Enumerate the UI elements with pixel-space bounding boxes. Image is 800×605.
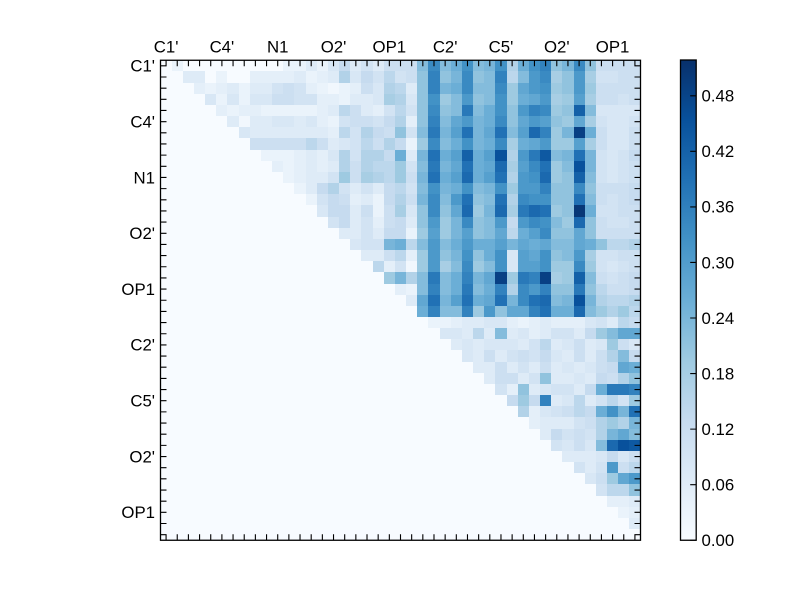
- svg-text:N1: N1: [267, 38, 288, 57]
- svg-text:OP1: OP1: [121, 503, 155, 522]
- svg-text:0.12: 0.12: [702, 420, 735, 439]
- svg-text:0.18: 0.18: [702, 364, 735, 383]
- svg-text:0.48: 0.48: [702, 87, 735, 106]
- svg-text:0.00: 0.00: [702, 531, 735, 550]
- svg-text:O2': O2': [129, 224, 155, 243]
- svg-text:0.36: 0.36: [702, 198, 735, 217]
- svg-text:O2': O2': [129, 447, 155, 466]
- svg-text:OP1: OP1: [373, 38, 407, 57]
- svg-text:C2': C2': [130, 336, 155, 355]
- svg-text:0.24: 0.24: [702, 309, 735, 328]
- svg-text:C5': C5': [489, 38, 514, 57]
- svg-text:OP1: OP1: [121, 280, 155, 299]
- svg-text:C4': C4': [130, 112, 155, 131]
- svg-text:0.30: 0.30: [702, 253, 735, 272]
- svg-text:C5': C5': [130, 392, 155, 411]
- svg-text:0.06: 0.06: [702, 475, 735, 494]
- svg-text:0.42: 0.42: [702, 142, 735, 161]
- svg-text:C2': C2': [433, 38, 458, 57]
- svg-text:O2': O2': [544, 38, 570, 57]
- svg-text:N1: N1: [134, 168, 155, 187]
- svg-text:C4': C4': [210, 38, 235, 57]
- svg-text:O2': O2': [321, 38, 347, 57]
- svg-text:C1': C1': [130, 57, 155, 76]
- svg-text:OP1: OP1: [596, 38, 630, 57]
- svg-text:C1': C1': [154, 38, 179, 57]
